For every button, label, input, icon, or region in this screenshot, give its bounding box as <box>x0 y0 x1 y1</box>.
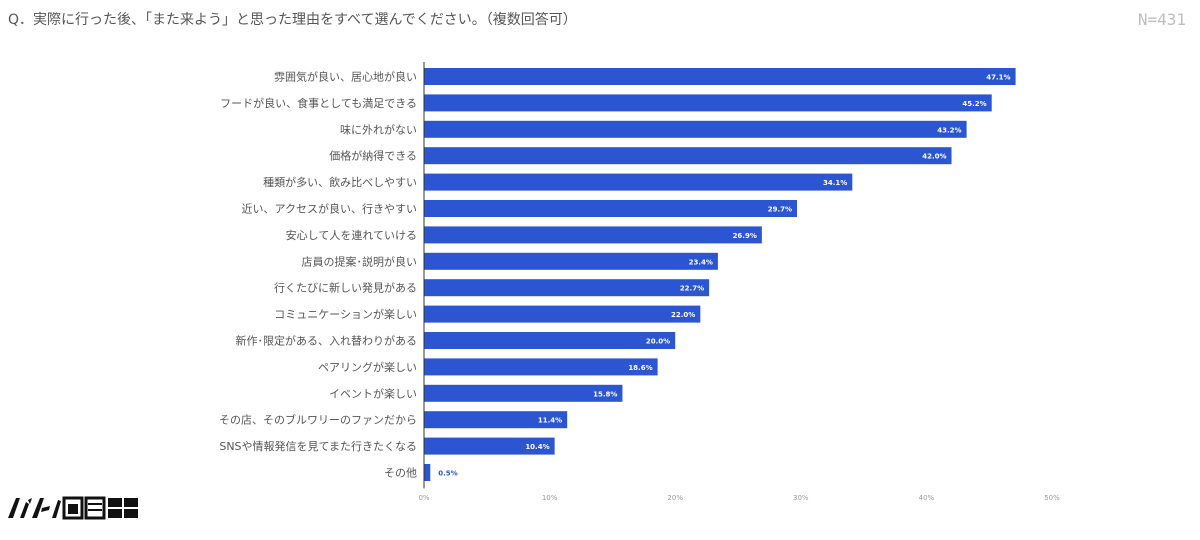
bar <box>424 173 853 191</box>
category-label: 行くたびに新しい発見がある <box>274 281 417 295</box>
category-label: コミュニケーションが楽しい <box>274 307 417 321</box>
category-label: SNSや情報発信を見てまた行きたくなる <box>219 439 417 453</box>
category-label: ペアリングが楽しい <box>318 360 417 374</box>
category-label: その店、そのブルワリーのファンだから <box>219 413 417 427</box>
x-tick-label: 20% <box>667 494 683 502</box>
bar <box>424 332 676 349</box>
question-title: Q．実際に行った後、「また来よう」と思った理由をすべて選んでください。（複数回答… <box>8 12 577 28</box>
value-label: 15.8% <box>593 390 617 398</box>
category-label: その他 <box>384 467 417 480</box>
value-label: 26.9% <box>733 232 757 240</box>
bar <box>424 279 710 297</box>
x-tick-label: 0% <box>418 494 429 502</box>
x-tick-label: 30% <box>793 494 809 502</box>
category-label: 近い、アクセスが良い、行きやすい <box>242 202 417 216</box>
bar <box>424 147 952 165</box>
bar <box>424 411 568 429</box>
value-label: 34.1% <box>823 179 847 187</box>
bar <box>424 200 798 217</box>
bar <box>424 305 701 323</box>
value-label: 0.5% <box>438 470 457 478</box>
value-label: 11.4% <box>538 417 562 425</box>
category-label: 味に外れがない <box>340 122 417 136</box>
x-tick-label: 40% <box>919 494 935 502</box>
category-label: イベントが楽しい <box>329 386 417 400</box>
brand-logo-mark <box>8 496 138 520</box>
category-label: 価格が納得できる <box>329 149 417 163</box>
bar <box>424 94 992 112</box>
category-label: 雰囲気が良い、居心地が良い <box>274 70 417 84</box>
category-label: 種類が多い、飲み比べしやすい <box>263 175 417 189</box>
bar <box>424 68 1016 85</box>
bar <box>424 358 658 376</box>
company-logo <box>6 492 146 524</box>
value-label: 47.1% <box>986 74 1010 82</box>
category-label: 店員の提案･説明が良い <box>302 254 418 268</box>
category-label: 安心して人を連れていける <box>286 228 417 242</box>
value-label: 23.4% <box>689 258 713 266</box>
bar <box>424 226 762 244</box>
sample-size-label: N=431 <box>1137 10 1186 29</box>
value-label: 45.2% <box>962 100 986 108</box>
x-tick-label: 10% <box>542 494 558 502</box>
x-tick-label: 50% <box>1044 494 1060 502</box>
value-label: 22.0% <box>671 311 695 319</box>
bar <box>424 384 623 402</box>
value-label: 18.6% <box>628 364 652 372</box>
value-label: 43.2% <box>937 126 961 134</box>
bar <box>424 437 555 455</box>
bar <box>424 120 967 138</box>
bar <box>424 252 718 270</box>
value-label: 29.7% <box>768 206 792 214</box>
bar <box>424 464 431 481</box>
value-label: 10.4% <box>525 443 549 451</box>
value-label: 22.7% <box>680 285 704 293</box>
value-label: 42.0% <box>922 153 946 161</box>
category-label: フードが良い、食事としても満足できる <box>220 96 417 110</box>
category-label: 新作･限定がある、入れ替わりがある <box>236 334 418 348</box>
value-label: 20.0% <box>646 338 670 346</box>
